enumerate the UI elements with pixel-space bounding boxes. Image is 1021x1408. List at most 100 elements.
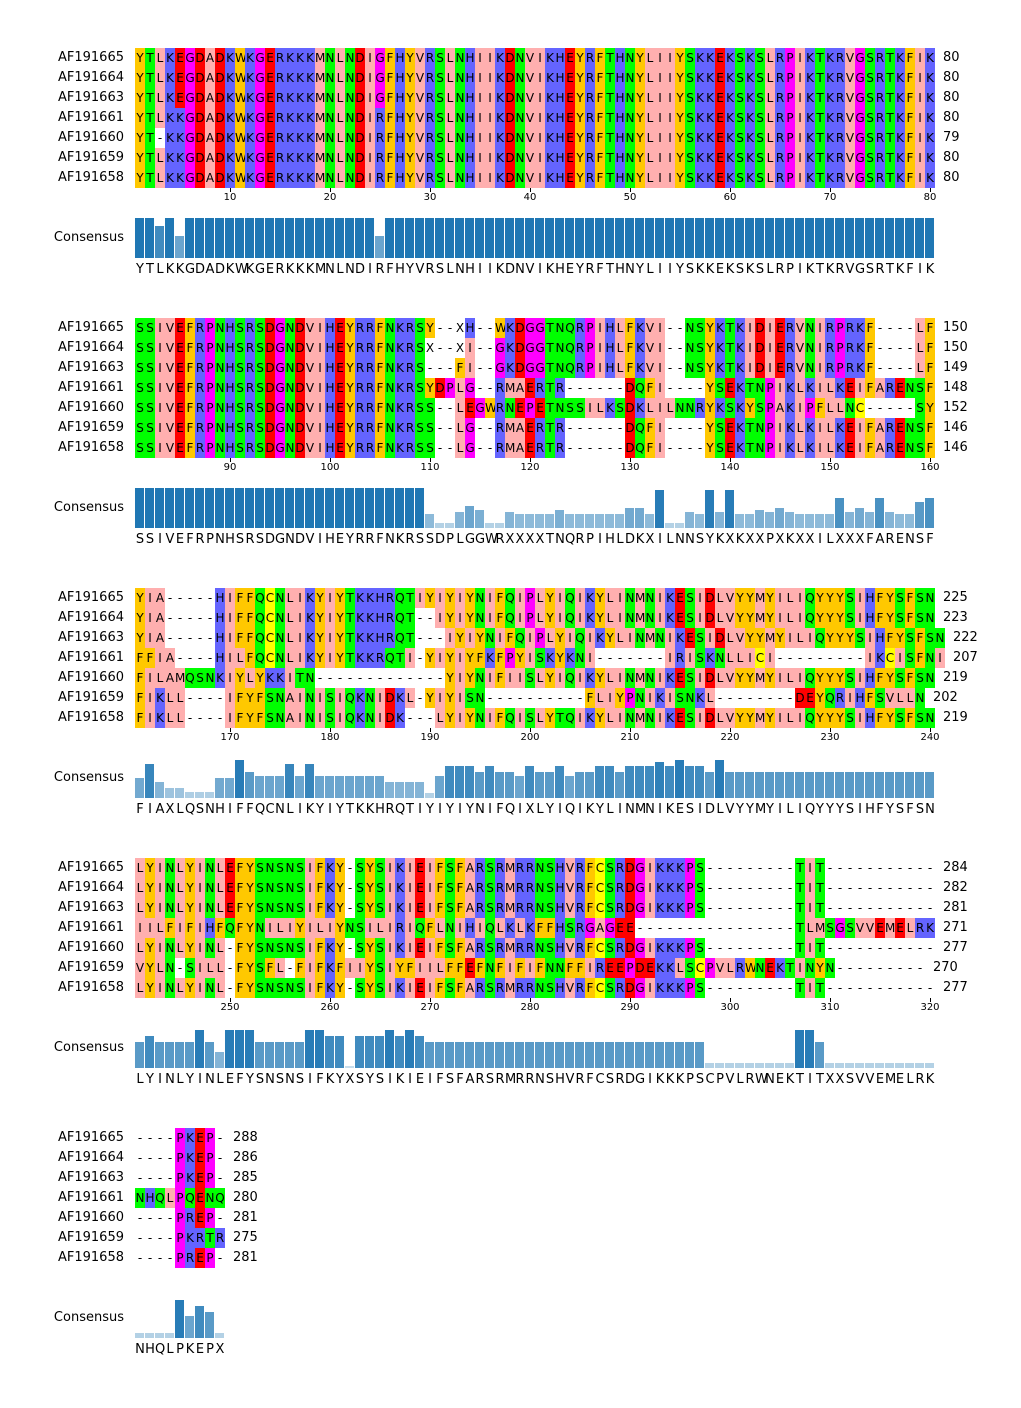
residue-cell: E (775, 318, 785, 338)
residue-cell: S (545, 898, 555, 918)
residue-cell: C (595, 898, 605, 918)
residue-cell: Q (565, 668, 575, 688)
residue-cell: R (875, 168, 885, 188)
conservation-bar (915, 1063, 924, 1068)
residue-cell: - (475, 358, 485, 378)
residue-cell: - (855, 858, 865, 878)
residue-cell: I (495, 628, 505, 648)
residue-cell: Q (805, 608, 815, 628)
residue-cell: I (405, 648, 415, 668)
residue-cell: D (625, 938, 635, 958)
residue-cell: G (465, 438, 475, 458)
residue-cell: I (315, 378, 325, 398)
residue-cell: F (645, 438, 655, 458)
conservation-bar (385, 1030, 394, 1068)
residue-cell: N (845, 398, 855, 418)
residue-cell: L (615, 318, 625, 338)
residue-cell: S (685, 958, 695, 978)
residue-cell: L (895, 688, 905, 708)
residue-cell: T (815, 938, 825, 958)
residue-cell: K (825, 128, 835, 148)
conservation-bar (495, 772, 504, 798)
residue-cell: D (195, 88, 205, 108)
residue-cell: K (715, 318, 725, 338)
residue-cell: I (655, 708, 665, 728)
residue-cell: K (525, 918, 535, 938)
consensus-residue: A (875, 532, 885, 547)
residue-cell: - (635, 648, 645, 668)
residue-cell: H (225, 418, 235, 438)
residue-cell: - (845, 648, 855, 668)
residue-cell: M (175, 668, 185, 688)
sequence-end-position: 219 (943, 670, 968, 685)
residue-cell: L (615, 628, 625, 648)
residue-cell: R (775, 48, 785, 68)
residue-cell: - (715, 898, 725, 918)
residue-cell: F (375, 438, 385, 458)
residue-cell: Y (405, 148, 415, 168)
conservation-bar (755, 772, 764, 798)
residue-cell: S (145, 338, 155, 358)
consensus-residue: N (345, 262, 355, 277)
residue-cell: I (665, 688, 675, 708)
conservation-bar (605, 218, 614, 258)
residue-cell: R (355, 418, 365, 438)
residue-cell: I (455, 608, 465, 628)
residue-cell: R (885, 438, 895, 458)
consensus-residue: K (655, 1072, 665, 1087)
residue-cell: N (675, 398, 685, 418)
conservation-bar (185, 1316, 194, 1338)
residue-cell: H (855, 688, 865, 708)
conservation-bar (365, 488, 374, 528)
residue-cell: K (545, 168, 555, 188)
residue-cell: K (245, 48, 255, 68)
residue-cell: F (865, 358, 875, 378)
residue-cell: I (305, 978, 315, 998)
residue-cell: - (585, 378, 595, 398)
residue-cell: S (855, 628, 865, 648)
residue-cell: I (485, 148, 495, 168)
residue-cell: Y (335, 588, 345, 608)
residue-cell: S (135, 318, 145, 338)
residue-cell: L (285, 588, 295, 608)
sequence-end-position: 152 (943, 400, 968, 415)
residue-cell: H (875, 628, 885, 648)
residue-cell: H (465, 108, 475, 128)
residue-cell: R (615, 858, 625, 878)
residue-cell: I (645, 858, 655, 878)
residue-cell: K (715, 358, 725, 378)
residue-cell: A (875, 378, 885, 398)
consensus-residue: R (615, 1072, 625, 1087)
residue-cell: S (525, 668, 535, 688)
residue-cell: H (325, 378, 335, 398)
residue-cell: S (355, 918, 365, 938)
consensus-residue: P (786, 262, 794, 277)
consensus-residue: S (235, 532, 245, 547)
residue-cell: P (765, 418, 775, 438)
residue-cell: E (335, 378, 345, 398)
residue-cell: S (755, 128, 765, 148)
residue-cell: W (235, 48, 247, 68)
residue-cell: V (725, 588, 735, 608)
residue-cell: N (455, 68, 465, 88)
residue-cell: K (185, 1128, 195, 1148)
residue-cell: G (275, 398, 285, 418)
consensus-residue: I (458, 802, 462, 817)
sequence-end-position: 285 (233, 1170, 258, 1185)
residue-cell: N (285, 338, 295, 358)
axis-tick-label: 80 (923, 192, 937, 203)
residue-cell: - (885, 898, 895, 918)
conservation-bar (875, 772, 884, 798)
residue-cell: L (675, 958, 685, 978)
conservation-bar (805, 772, 814, 798)
conservation-bar (175, 788, 184, 798)
residue-cell: H (465, 318, 475, 338)
conservation-bar (665, 218, 674, 258)
residue-cell: S (445, 938, 455, 958)
residue-cell: P (175, 1168, 185, 1188)
consensus-residue: I (438, 802, 442, 817)
consensus-residue: L (336, 262, 344, 277)
residue-cell: G (255, 88, 265, 108)
residue-cell: Y (135, 608, 145, 628)
conservation-bar (345, 488, 354, 528)
